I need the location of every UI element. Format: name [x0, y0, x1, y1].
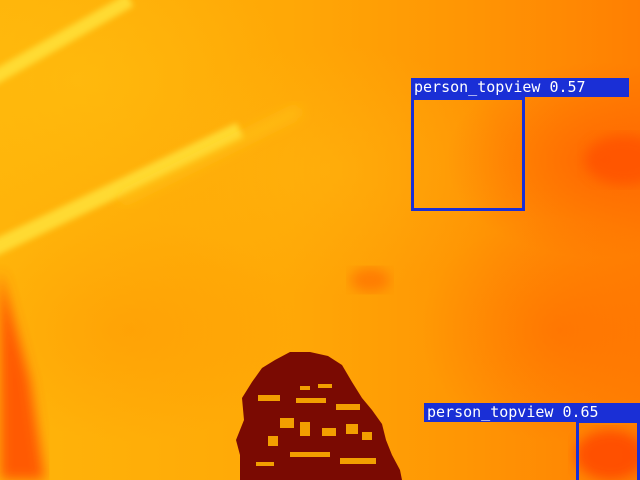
warm-streak	[0, 0, 134, 83]
red-patch	[575, 430, 640, 480]
warm-streak	[117, 105, 303, 205]
detection-label: person_topview 0.65	[424, 403, 640, 422]
red-patch	[585, 135, 640, 185]
left-red-edge	[0, 270, 45, 480]
object-speckles	[256, 384, 376, 466]
detection-box	[411, 97, 525, 211]
red-patch	[350, 268, 390, 292]
detection-box	[576, 420, 640, 480]
dark-object	[236, 352, 402, 480]
detection-label: person_topview 0.57	[411, 78, 629, 97]
warm-streak	[0, 122, 244, 255]
